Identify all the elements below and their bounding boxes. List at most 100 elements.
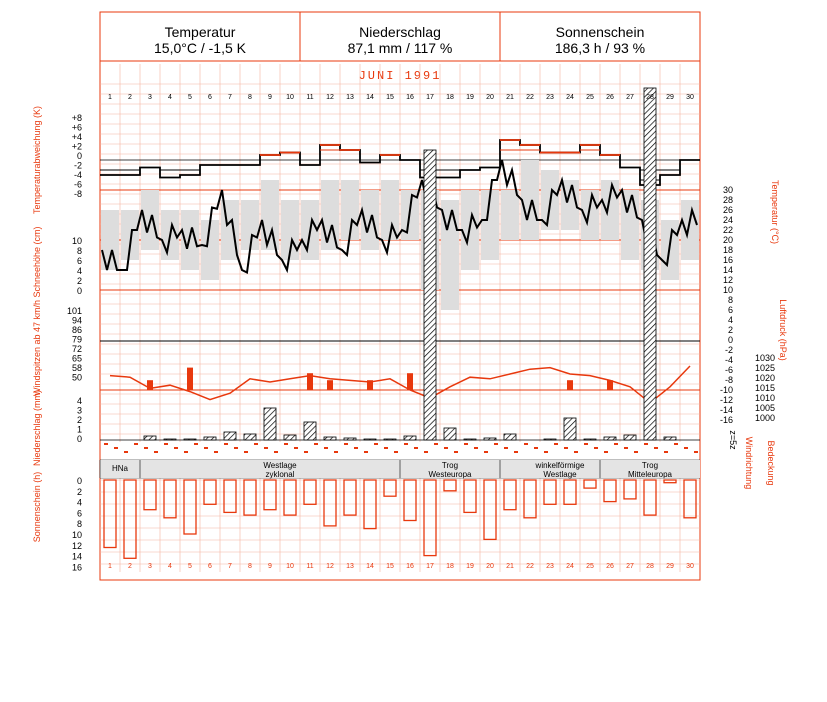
cloud-marker (304, 451, 308, 453)
cloud-marker (284, 443, 288, 445)
day-number-bottom: 3 (148, 563, 152, 570)
sunshine-tick: 10 (72, 530, 82, 540)
sunshine-bar (603, 479, 617, 503)
wind-gust-bar (567, 380, 573, 390)
sunshine-bar (483, 479, 497, 541)
sunshine-bar (443, 479, 457, 492)
day-number-bottom: 13 (346, 563, 354, 570)
day-number-bottom: 9 (268, 563, 272, 570)
precip-tick: 3 (77, 406, 82, 416)
temp-anomaly-tick: +4 (72, 132, 82, 142)
day-number-bottom: 12 (326, 563, 334, 570)
wind-tick: 50 (72, 373, 82, 383)
temp-range-bar (381, 180, 399, 240)
temperature-tick: 8 (728, 295, 733, 305)
wind-tick: 58 (72, 363, 82, 373)
chart-marks (99, 87, 700, 559)
axis-labels: 1122334455667788991010111112121313141415… (32, 94, 788, 572)
temp-anomaly-tick: -8 (74, 189, 82, 199)
day-number-top: 11 (306, 94, 313, 101)
precip-bar (403, 435, 417, 441)
cloud-marker (654, 447, 658, 449)
day-number-bottom: 8 (248, 563, 252, 570)
day-number-top: 9 (268, 94, 272, 101)
temp-range-bar (121, 210, 139, 260)
temperature-tick: -14 (720, 405, 733, 415)
temp-range-bar (601, 180, 619, 240)
day-number-top: 6 (208, 94, 212, 101)
cloud-marker (394, 451, 398, 453)
sunshine-bar (123, 479, 137, 559)
snow-tick: 8 (77, 246, 82, 256)
day-number-bottom: 20 (486, 563, 494, 570)
temp-anomaly-tick: -2 (74, 161, 82, 171)
cloud-marker (464, 443, 468, 445)
cloud-marker (104, 443, 108, 445)
temperature-tick: 12 (723, 275, 733, 285)
day-number-bottom: 23 (546, 563, 554, 570)
cloud-marker (154, 451, 158, 453)
temperature-tick: -6 (725, 365, 733, 375)
day-number-bottom: 10 (286, 563, 294, 570)
weather-type-label: Trog (442, 461, 458, 470)
wind-gust-bar (407, 373, 413, 390)
day-number-bottom: 21 (506, 563, 514, 570)
sunshine-bar (303, 479, 317, 505)
cloud-marker (274, 451, 278, 453)
cloud-marker (224, 443, 228, 445)
temp-range-bar (321, 180, 339, 250)
wind-gust-bar (327, 380, 333, 390)
precip-bar (463, 438, 477, 441)
precip-tick: 4 (77, 396, 82, 406)
weather-type-label: winkelförmige (535, 461, 585, 470)
temp-anomaly-tick: 0 (77, 151, 82, 161)
cloud-marker (424, 451, 428, 453)
header-precip-title: Niederschlag (359, 24, 441, 40)
sunshine-tick: 2 (77, 487, 82, 497)
day-number-top: 13 (346, 94, 354, 101)
sunshine-bar (423, 479, 437, 557)
cloud-marker (324, 447, 328, 449)
cloud-marker (264, 447, 268, 449)
sunshine-bar (503, 479, 517, 511)
sunshine-bar (623, 479, 637, 500)
precip-bar (383, 438, 397, 441)
sunshine-tick: 6 (77, 508, 82, 518)
day-number-top: 21 (506, 94, 514, 101)
precip-bar (623, 434, 637, 441)
pressure-tick: 1000 (755, 413, 775, 423)
precip-bar (163, 438, 177, 441)
cloud-marker (314, 443, 318, 445)
cloud-marker (574, 451, 578, 453)
sunshine-bar (583, 479, 597, 489)
day-number-top: 27 (626, 94, 634, 101)
cloud-marker (454, 451, 458, 453)
precip-bar (343, 437, 357, 441)
precip-tick: 1 (77, 425, 82, 435)
day-number-top: 2 (128, 94, 132, 101)
precip-bar (423, 149, 437, 441)
header-summary: Temperatur 15,0°C / -1,5 K Niederschlag … (154, 24, 645, 83)
cloud-marker (664, 451, 668, 453)
wind-axis-label: Windspitzen ab 47 km/h (32, 300, 42, 396)
day-number-bottom: 1 (108, 563, 112, 570)
sunshine-bar (543, 479, 557, 505)
snow-tick: 2 (77, 276, 82, 286)
day-number-bottom: 25 (586, 563, 594, 570)
cloud-marker (254, 443, 258, 445)
precip-bar (663, 436, 677, 441)
day-number-bottom: 6 (208, 563, 212, 570)
day-number-top: 16 (406, 94, 414, 101)
wind-direction-label: Windrichtung (744, 437, 754, 490)
cloud-marker (694, 451, 698, 453)
day-number-top: 12 (326, 94, 334, 101)
cloud-marker (474, 447, 478, 449)
precip-bar (303, 421, 317, 441)
sunshine-tick: 12 (72, 541, 82, 551)
sunshine-tick: 14 (72, 552, 82, 562)
day-number-top: 20 (486, 94, 494, 101)
temperature-tick: 16 (723, 255, 733, 265)
cloud-marker (674, 443, 678, 445)
wind-tick: 94 (72, 316, 82, 326)
day-number-bottom: 27 (626, 563, 634, 570)
